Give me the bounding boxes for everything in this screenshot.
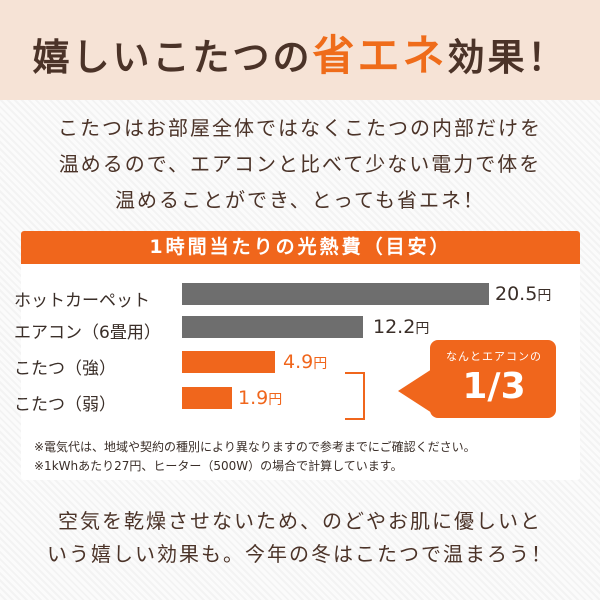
- value-unit: 円: [268, 392, 283, 408]
- footnote: ※1kWhあたり27円、ヒーター（500W）の場合で計算しています。: [34, 459, 403, 473]
- row-label-aircon: エアコン（6畳用）: [14, 323, 161, 343]
- value-hot-carpet: 20.5円: [495, 283, 551, 305]
- row-label-kotatsu-strong: こたつ（強）: [14, 359, 116, 379]
- value-unit: 円: [537, 288, 552, 304]
- value-unit: 円: [415, 321, 430, 337]
- callout-big-text: 1/3: [462, 366, 526, 407]
- bar-kotatsu-strong: [182, 351, 275, 373]
- intro-line: 温めるので、エアコンと比べて少ない電力で体を: [58, 152, 542, 176]
- title-after: 効果！: [447, 36, 568, 79]
- value-kotatsu-weak: 1.9円: [238, 387, 282, 409]
- header-band: [0, 0, 600, 100]
- value-number: 12.2: [373, 316, 416, 338]
- value-kotatsu-strong: 4.9円: [283, 351, 327, 373]
- intro-line: こたつはお部屋全体ではなくこたつの内部だけを: [58, 116, 542, 140]
- value-unit: 円: [313, 356, 328, 372]
- value-aircon: 12.2円: [373, 316, 429, 338]
- outro-text: 空気を乾燥させないため、のどやお肌に優しいと いう嬉しい効果も。今年の冬はこたつ…: [20, 505, 580, 571]
- outro-line: 空気を乾燥させないため、のどやお肌に優しいと: [58, 509, 542, 533]
- card-heading: 1時間当たりの光熱費（目安）: [21, 231, 580, 264]
- value-number: 1.9: [238, 387, 269, 409]
- intro-text: こたつはお部屋全体ではなくこたつの内部だけを 温めるので、エアコンと比べて少ない…: [20, 110, 580, 218]
- value-number: 4.9: [283, 351, 314, 373]
- callout-arrow: [430, 340, 556, 418]
- bar-aircon: [182, 316, 363, 338]
- callout-small-text: なんとエアコンの: [446, 350, 542, 363]
- title-before: 嬉しいこたつの: [32, 36, 313, 79]
- footnote: ※電気代は、地域や契約の種別により異なりますので参考までにご確認ください。: [34, 440, 476, 454]
- value-number: 20.5: [495, 283, 538, 305]
- page-title: 嬉しいこたつの省エネ効果！: [0, 22, 600, 83]
- row-label-kotatsu-weak: こたつ（弱）: [14, 395, 116, 415]
- bar-hot-carpet: [182, 283, 489, 305]
- title-accent: 省エネ: [312, 31, 448, 80]
- comparison-bracket: [345, 372, 365, 420]
- intro-line: 温めることができ、とっても省エネ！: [115, 188, 485, 212]
- bar-kotatsu-weak: [182, 387, 232, 409]
- outro-line: いう嬉しい効果も。今年の冬はこたつで温まろう！: [47, 542, 553, 566]
- row-label-hot-carpet: ホットカーペット: [14, 291, 150, 311]
- arrow-head-icon: [398, 369, 432, 413]
